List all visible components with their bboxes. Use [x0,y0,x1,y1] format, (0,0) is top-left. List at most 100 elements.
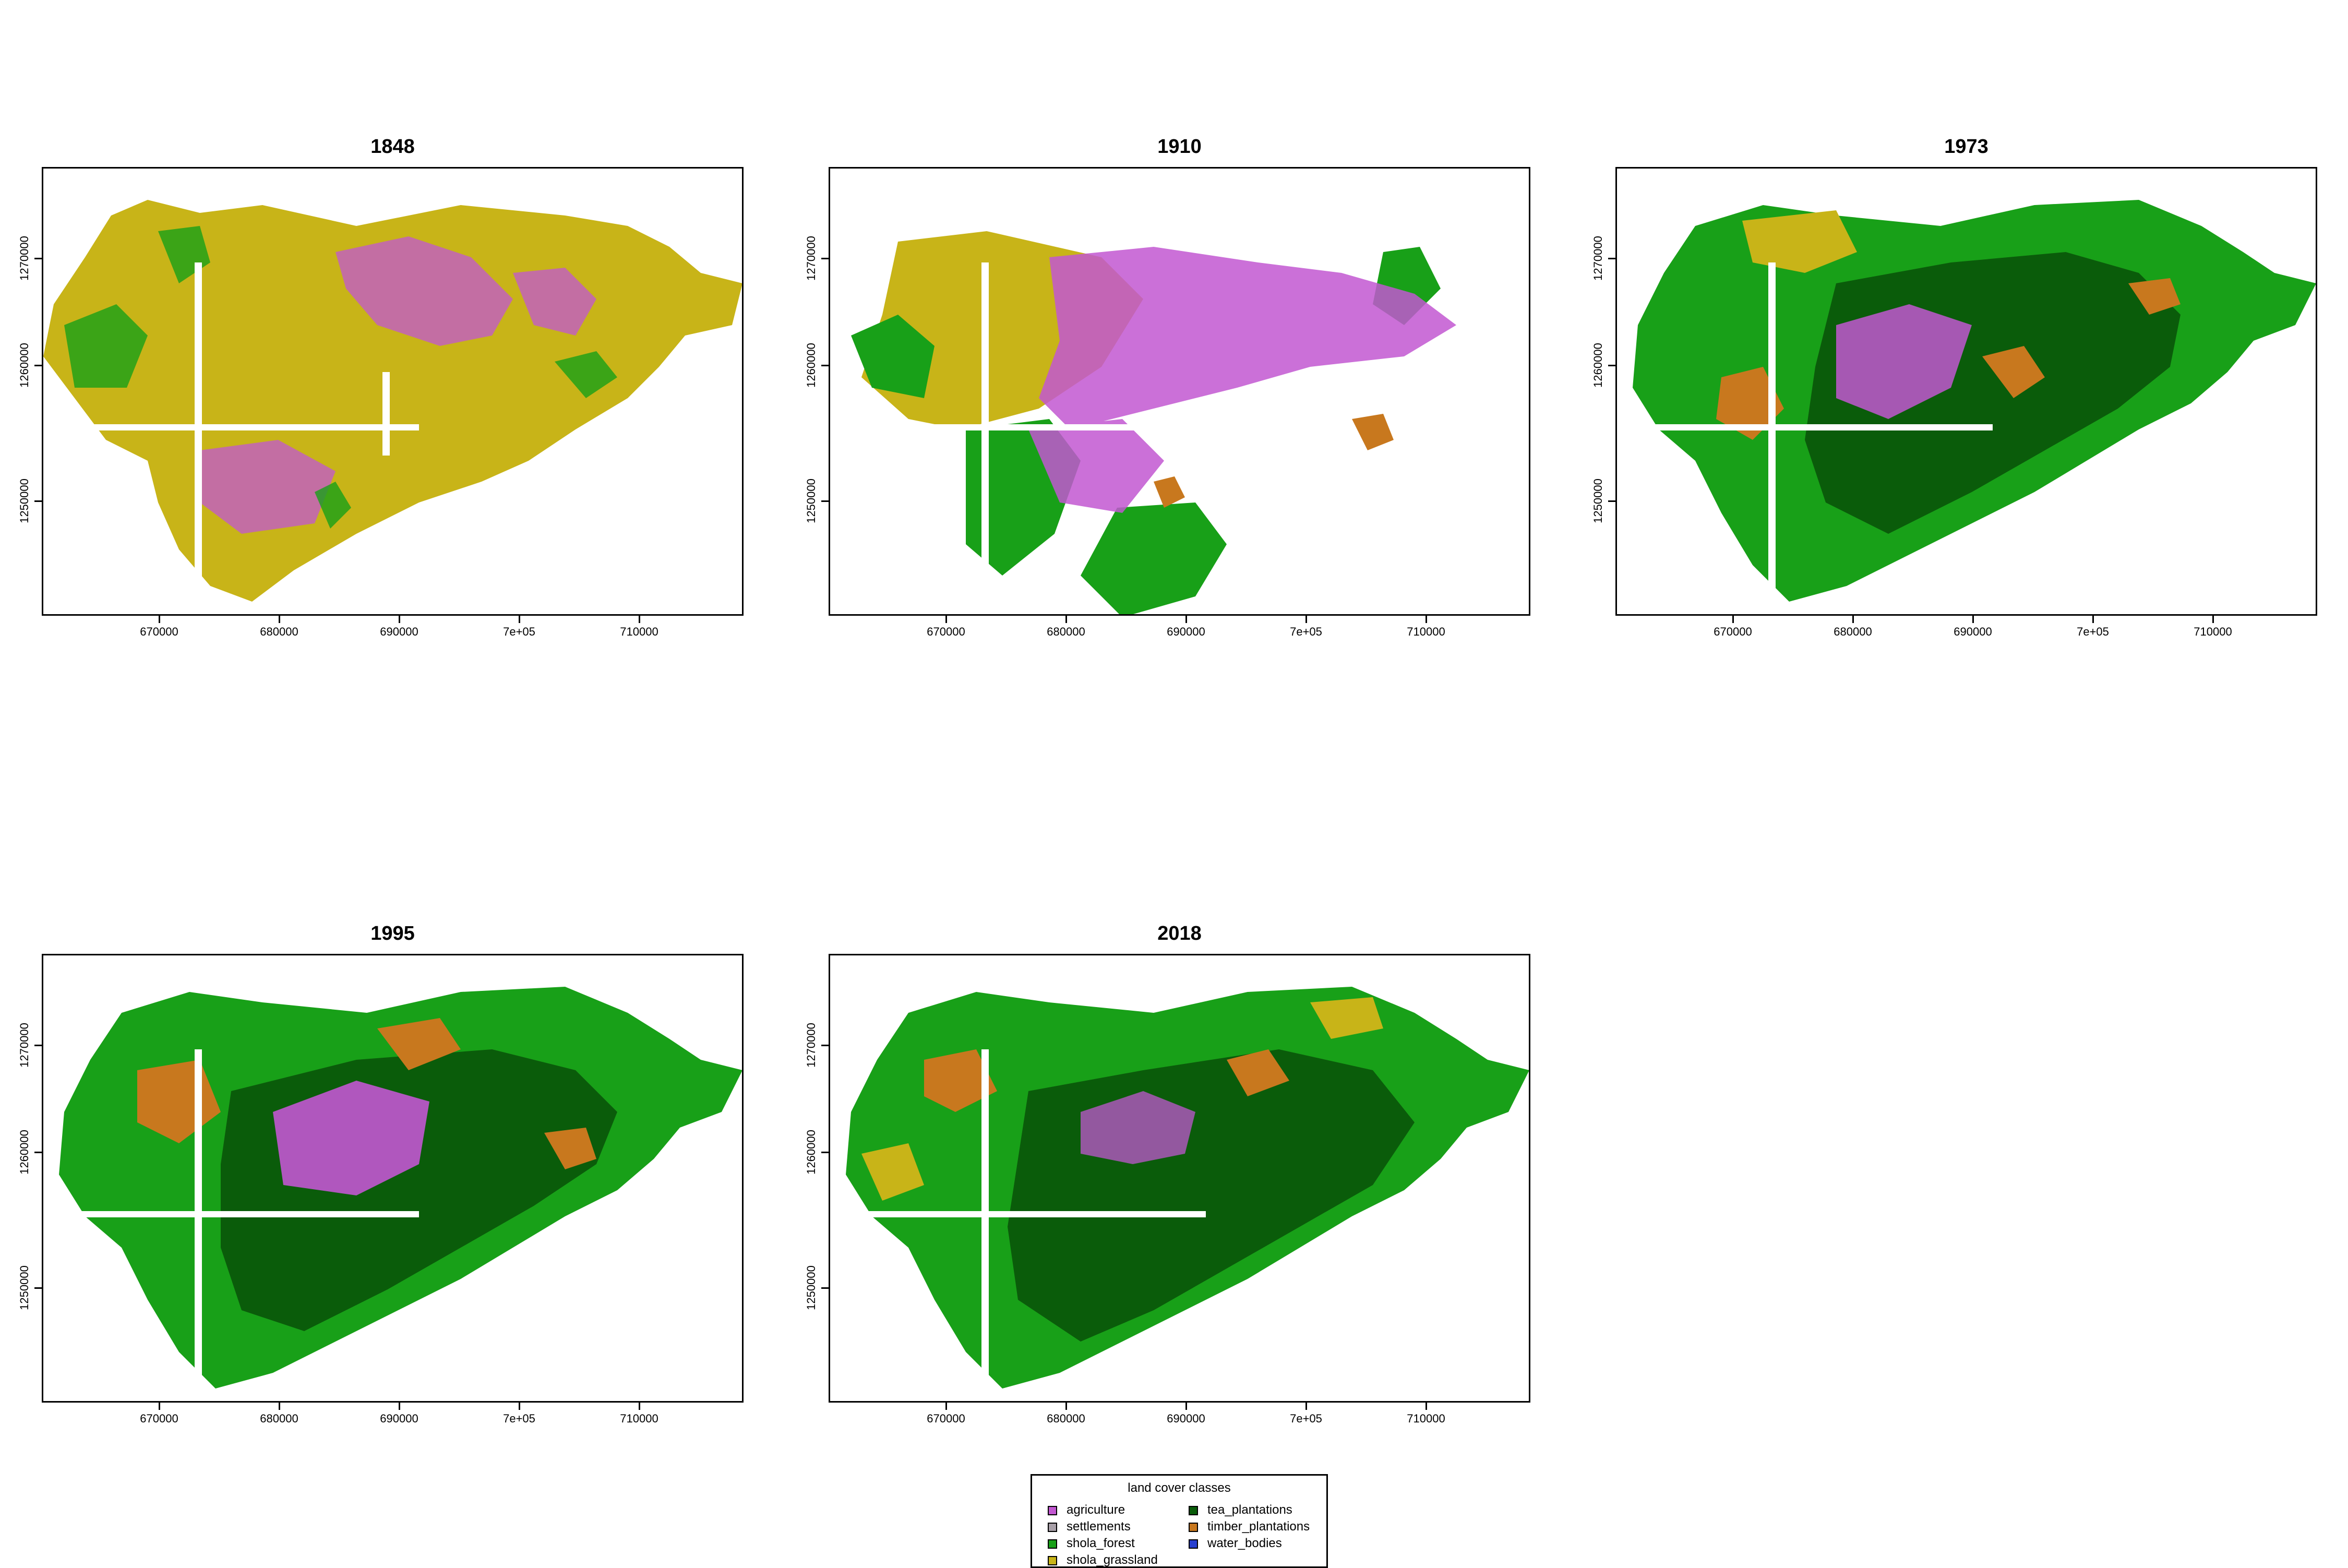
data-gap-vertical [195,1049,202,1401]
legend-swatch [1048,1506,1057,1515]
panel-title: 1973 [1944,136,1988,158]
y-tick-mark [821,1152,829,1153]
legend-swatch [1048,1556,1057,1565]
x-tick-mark [1185,616,1187,623]
x-tick-label: 680000 [1047,625,1085,638]
map-frame [42,954,744,1403]
x-tick-mark [1425,1403,1427,1410]
timber-patches [1716,278,2181,440]
x-tick-mark [1305,616,1307,623]
x-tick-mark [1732,616,1734,623]
legend-label: tea_plantations [1207,1503,1292,1517]
x-tick-mark [639,1403,640,1410]
y-tick-label: 1270000 [805,1023,818,1068]
x-tick-mark [945,1403,947,1410]
y-tick-mark [34,500,42,502]
x-tick-label: 690000 [380,1412,418,1425]
legend-swatch [1048,1523,1057,1532]
legend-item-tea-plantations: tea_plantations [1189,1503,1292,1517]
x-tick-label: 7e+05 [503,625,535,638]
panel-title: 1995 [370,923,415,944]
legend-swatch [1189,1523,1198,1532]
panel-title: 1848 [370,136,415,158]
agriculture-area [273,1081,429,1195]
y-tick-label: 1260000 [805,343,818,388]
data-gap-vertical [981,262,989,614]
data-gap-vertical-2 [382,372,390,456]
x-tick-mark [519,1403,520,1410]
y-tick-mark [821,365,829,366]
legend-item-settlements: settlements [1048,1519,1131,1534]
x-tick-mark [1065,616,1067,623]
panel-title: 1910 [1157,136,1202,158]
x-tick-mark [1425,616,1427,623]
x-tick-label: 690000 [380,625,418,638]
legend-label: shola_grassland [1067,1553,1158,1567]
data-gap-horizontal [841,424,1206,430]
legend-label: water_bodies [1207,1536,1282,1550]
map-panel-1973: 1973 [1615,136,2317,637]
x-tick-label: 7e+05 [1290,625,1322,638]
agriculture-area [1836,304,1972,419]
y-tick-label: 1270000 [18,1023,31,1068]
legend: land cover classes agriculture settlemen… [1031,1474,1328,1568]
y-tick-label: 1250000 [18,1265,31,1310]
x-tick-mark [945,616,947,623]
legend-item-shola-forest: shola_forest [1048,1536,1135,1551]
map-panel-2018: 2018 [829,923,1530,1423]
data-gap-vertical [1768,262,1776,614]
x-tick-label: 710000 [620,1412,658,1425]
map-frame [42,167,744,616]
x-tick-label: 690000 [1167,625,1205,638]
y-tick-mark [34,1152,42,1153]
y-tick-mark [821,1287,829,1289]
x-tick-label: 690000 [1954,625,1992,638]
data-gap-horizontal [54,424,419,430]
y-tick-label: 1260000 [18,1130,31,1175]
data-gap-horizontal [841,1211,1206,1217]
x-tick-mark [399,1403,400,1410]
x-tick-label: 7e+05 [2077,625,2109,638]
map-panel-1848: 1848 [42,136,744,637]
legend-item-timber-plantations: timber_plantations [1189,1519,1310,1534]
timber-patches [924,1049,1289,1112]
x-tick-label: 670000 [927,625,965,638]
y-tick-mark [821,500,829,502]
x-tick-mark [279,616,280,623]
y-tick-mark [34,1045,42,1046]
x-tick-mark [1185,1403,1187,1410]
x-tick-mark [399,616,400,623]
x-tick-label: 670000 [140,625,178,638]
land-cover-map [1627,200,2316,614]
y-tick-label: 1250000 [805,478,818,523]
map-frame [829,167,1530,616]
land-cover-map [43,200,742,614]
x-tick-mark [1065,1403,1067,1410]
agriculture-area [1028,247,1456,513]
agriculture-patches [200,236,596,534]
data-gap-vertical [195,262,202,614]
x-tick-mark [1852,616,1854,623]
legend-label: timber_plantations [1207,1519,1310,1534]
x-tick-label: 690000 [1167,1412,1205,1425]
x-tick-mark [1972,616,1974,623]
y-tick-label: 1260000 [805,1130,818,1175]
x-tick-label: 7e+05 [503,1412,535,1425]
y-tick-mark [821,1045,829,1046]
y-tick-label: 1270000 [18,236,31,281]
x-tick-label: 710000 [620,625,658,638]
y-tick-mark [1608,258,1615,259]
x-tick-label: 670000 [140,1412,178,1425]
legend-label: settlements [1067,1519,1131,1534]
map-frame [829,954,1530,1403]
y-tick-mark [1608,365,1615,366]
x-tick-mark [159,1403,160,1410]
x-tick-mark [2212,616,2214,623]
legend-label: agriculture [1067,1503,1125,1517]
data-gap-vertical [981,1049,989,1401]
legend-swatch [1189,1539,1198,1549]
timber-patches [1154,414,1394,508]
land-cover-map [841,231,1456,614]
x-tick-mark [2092,616,2094,623]
x-tick-label: 680000 [1834,625,1872,638]
